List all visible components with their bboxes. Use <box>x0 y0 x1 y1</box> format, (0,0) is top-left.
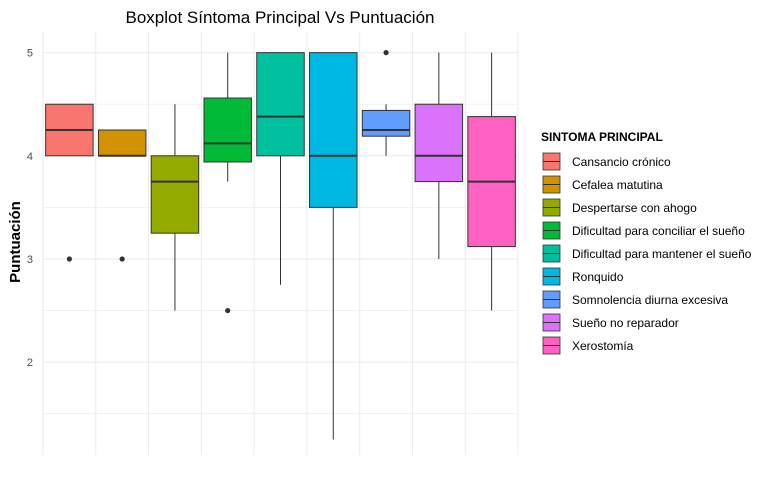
legend-label: Somnolencia diurna excesiva <box>572 293 728 307</box>
legend-label: Dificultad para mantener el sueño <box>572 247 752 261</box>
legend-item: Cefalea matutina <box>542 175 663 194</box>
box-group <box>256 52 305 285</box>
legend-title: SINTOMA PRINCIPAL <box>541 130 663 144</box>
outlier-point <box>119 256 125 262</box>
legend-item: Dificultad para mantener el sueño <box>542 244 752 263</box>
legend-label: Dificultad para conciliar el sueño <box>572 224 745 238</box>
legend-item: Xerostomía <box>542 336 634 355</box>
legend-label: Despertarse con ahogo <box>572 201 697 215</box>
box-iqr <box>97 129 147 157</box>
outlier-point <box>66 256 72 262</box>
outlier-point <box>225 307 231 314</box>
box-iqr <box>361 109 411 137</box>
legend-label: Cansancio crónico <box>572 155 671 169</box>
y-axis-label: Puntuación <box>7 201 24 283</box>
y-tick-label: 5 <box>27 48 33 60</box>
legend-item: Despertarse con ahogo <box>542 198 697 217</box>
box-group <box>97 129 147 262</box>
box-iqr <box>414 103 464 183</box>
box-group <box>361 50 411 156</box>
box-series <box>45 50 516 440</box>
box-group <box>467 52 516 311</box>
y-tick-label: 3 <box>27 254 33 266</box>
box-group <box>309 52 358 440</box>
y-tick-label: 4 <box>27 151 33 163</box>
legend-label: Cefalea matutina <box>572 178 663 192</box>
legend-label: Ronquido <box>572 270 624 284</box>
legend-label: Xerostomía <box>572 339 634 353</box>
legend: Cansancio crónico Cefalea matutina Despert… <box>542 152 752 355</box>
box-iqr <box>203 97 252 163</box>
legend-label: Sueño no reparador <box>572 316 679 330</box>
legend-item: Ronquido <box>542 267 624 286</box>
legend-item: Cansancio crónico <box>542 152 671 171</box>
box-iqr <box>256 52 305 157</box>
box-group <box>45 103 94 262</box>
legend-item: Sueño no reparador <box>542 313 679 332</box>
box-iqr <box>309 52 358 208</box>
box-iqr <box>150 155 200 234</box>
y-tick-label: 2 <box>27 357 33 369</box>
y-axis-ticks: 2 3 4 5 <box>27 48 33 370</box>
box-group <box>414 52 464 259</box>
box-group <box>203 52 252 314</box>
box-group <box>150 104 200 311</box>
chart-title: Boxplot Síntoma Principal Vs Puntuación <box>125 8 434 27</box>
legend-item: Somnolencia diurna excesiva <box>542 290 728 309</box>
legend-item: Dificultad para conciliar el sueño <box>542 221 745 240</box>
outlier-point <box>383 50 389 56</box>
